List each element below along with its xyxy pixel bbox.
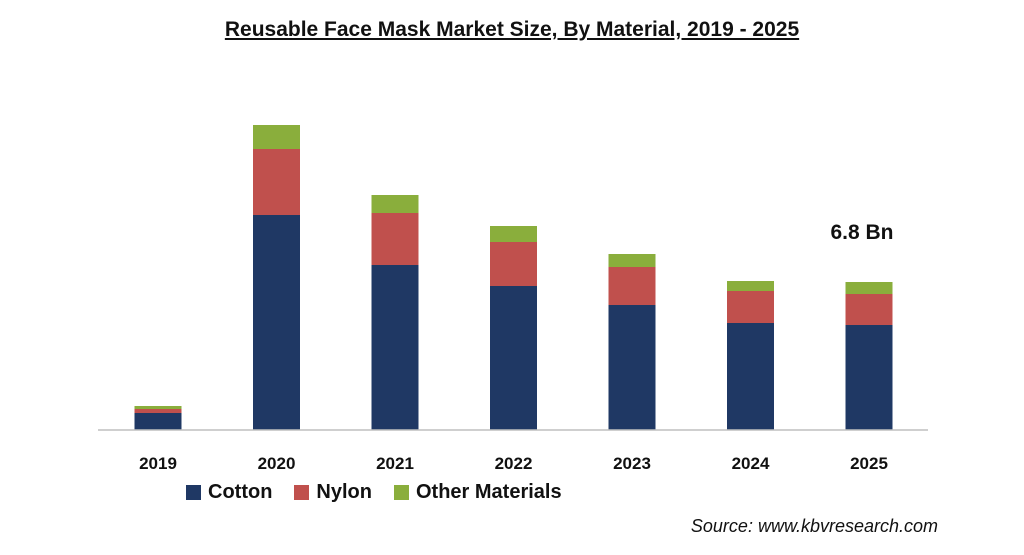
bar-2022-nylon [490,242,537,286]
bar-2022-cotton [490,286,537,430]
x-tick-label-2020: 2020 [258,454,296,473]
legend-swatch-nylon [294,485,310,500]
legend-swatch-other-materials [393,485,409,500]
bar-2024-nylon [727,291,774,323]
x-tick-label-2022: 2022 [495,454,533,473]
bar-2024-other-materials [727,281,774,291]
bar-2025-nylon [845,294,893,325]
bar-2020-nylon [253,149,300,215]
bar-group [134,125,893,430]
bar-2023-other-materials [608,254,656,267]
bar-2021-other-materials [371,195,419,213]
bar-2020-other-materials [253,125,300,149]
x-tick-labels: 2019 2020 2021 2022 2023 2024 2025 [139,454,888,473]
bar-2024-cotton [727,323,774,430]
bar-2021-nylon [371,213,419,265]
legend-label-nylon: Nylon [316,481,372,503]
x-tick-label-2023: 2023 [613,454,651,473]
x-tick-label-2024: 2024 [732,454,770,473]
bar-2025-other-materials [845,282,893,294]
total-annotation: 6.8 Bn [830,221,893,244]
source-note: Source: www.kbvresearch.com [690,516,938,536]
x-tick-label-2019: 2019 [139,454,177,473]
legend-label-cotton: Cotton [208,481,273,503]
bar-2023-nylon [608,267,656,305]
bar-2019-cotton [134,413,182,430]
legend-label-other-materials: Other Materials [415,481,562,503]
bar-2023-cotton [608,305,656,430]
bar-2022-other-materials [490,226,537,242]
bar-2021-cotton [371,265,419,430]
x-tick-label-2021: 2021 [376,454,414,473]
legend-item-other-materials: Other Materials [393,481,562,504]
bar-2019-other-materials [134,406,182,409]
legend-swatch-cotton [186,485,201,500]
x-tick-label-2025: 2025 [850,454,888,473]
bar-2019-nylon [134,409,182,413]
legend-item-cotton: Cotton [186,481,272,504]
bar-2025-cotton [845,325,893,430]
chart-title: Reusable Face Mask Market Size, By Mater… [224,18,800,41]
bar-2020-cotton [253,215,300,430]
legend-item-nylon: Nylon [294,481,372,504]
legend: Cotton Nylon Other Materials [186,481,562,504]
